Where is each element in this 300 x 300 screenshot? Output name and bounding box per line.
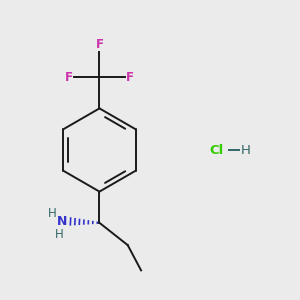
Text: F: F bbox=[95, 38, 104, 51]
Text: F: F bbox=[126, 71, 134, 84]
Text: Cl: Cl bbox=[209, 143, 224, 157]
Text: H: H bbox=[48, 207, 57, 220]
Text: F: F bbox=[65, 71, 73, 84]
Text: H: H bbox=[55, 228, 64, 241]
Text: N: N bbox=[56, 215, 67, 228]
Text: H: H bbox=[241, 143, 250, 157]
